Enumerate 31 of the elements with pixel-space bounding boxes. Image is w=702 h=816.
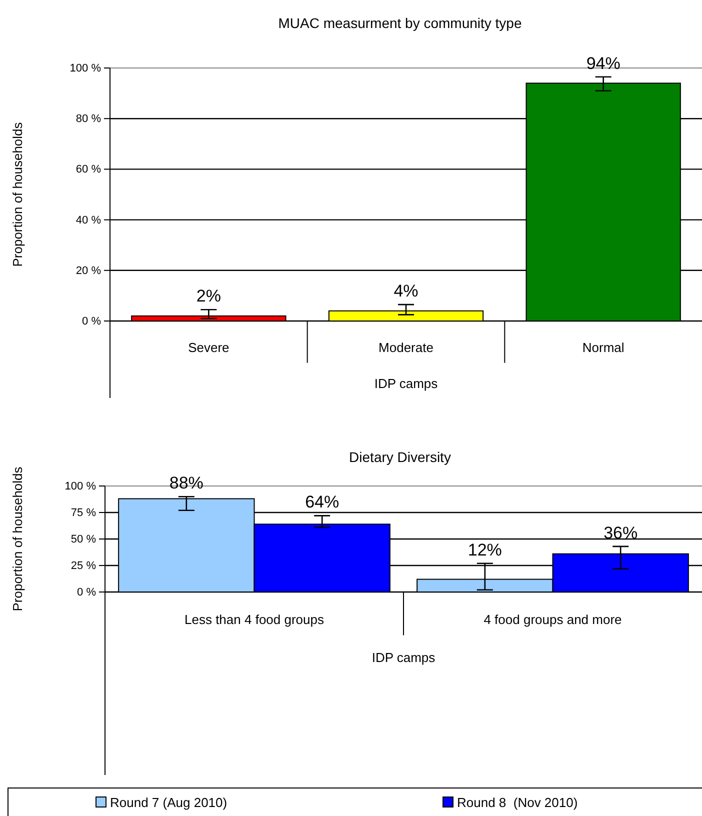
y-tick-label: 25 % — [70, 560, 96, 572]
x-tick-label: Severe — [188, 340, 230, 355]
x-axis-title: IDP camps — [372, 650, 436, 665]
x-tick-label: Less than 4 food groups — [184, 612, 324, 627]
y-tick-label: 40 % — [76, 214, 102, 226]
y-axis-title: Proportion of households — [10, 466, 25, 612]
y-tick-label: 100 % — [64, 480, 96, 493]
data-label: 36% — [604, 523, 638, 542]
data-label: 12% — [468, 540, 502, 560]
y-axis-title: Proportion of households — [10, 122, 25, 267]
chart-title: Dietary Diversity — [349, 449, 451, 465]
x-tick-label: Normal — [582, 340, 624, 355]
x-tick-label: Moderate — [378, 340, 434, 355]
x-axis-title: IDP camps — [374, 376, 438, 391]
y-tick-label: 0 % — [82, 316, 102, 328]
y-tick-label: 20 % — [76, 264, 102, 277]
data-label: 88% — [169, 474, 204, 493]
y-tick-label: 0 % — [77, 586, 96, 599]
x-tick-label: 4 food groups and more — [484, 612, 622, 627]
legend-label: Round 7 (Aug 2010) — [110, 795, 228, 810]
data-label: 2% — [196, 286, 221, 306]
chart-title: MUAC measurment by community type — [278, 15, 522, 31]
y-tick-label: 50 % — [70, 534, 96, 546]
data-label: 4% — [394, 282, 418, 301]
legend-label: Round 8 (Nov 2010) — [457, 795, 578, 810]
data-label: 94% — [586, 54, 620, 73]
y-tick-label: 60 % — [76, 164, 102, 176]
y-tick-label: 100 % — [70, 62, 102, 75]
y-tick-label: 75 % — [70, 507, 96, 520]
y-tick-label: 80 % — [76, 113, 102, 126]
data-label: 64% — [305, 492, 340, 512]
